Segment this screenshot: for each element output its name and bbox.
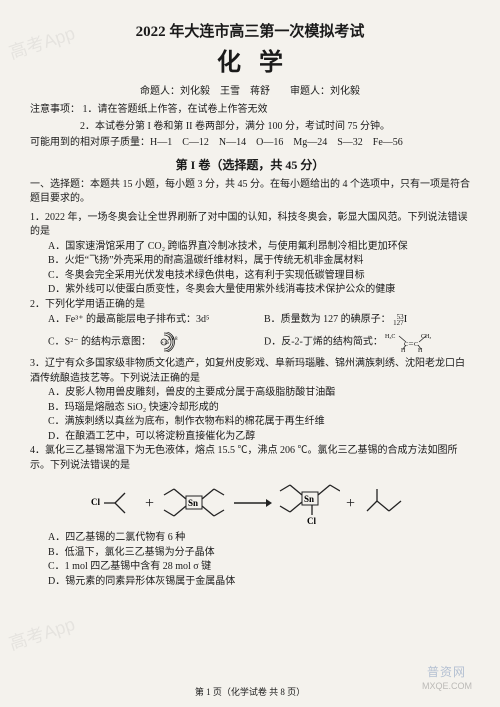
q3-optA: A．皮影人物用兽皮雕刻，兽皮的主要成分属于高级脂肪酸甘油酯 bbox=[30, 386, 470, 401]
author-line: 命题人：刘化毅 王雪 蒋舒 审题人：刘化毅 bbox=[30, 85, 470, 100]
svg-text:Sn: Sn bbox=[188, 498, 198, 508]
reaction-scheme: Cl + Sn Sn bbox=[30, 479, 470, 527]
q3-optC: C．满族刺绣以真丝为底布，制作衣物布料的棉花属于再生纤维 bbox=[30, 415, 470, 430]
reactant1-icon: Cl bbox=[89, 483, 139, 523]
svg-text:C＝C: C＝C bbox=[404, 342, 418, 348]
q3-stem: 3．辽宁有众多国家级非物质文化遗产，如复州皮影戏、阜新玛瑙雕、锦州满族刺绣、沈阳… bbox=[30, 357, 470, 386]
svg-text:Cl: Cl bbox=[91, 497, 100, 507]
product1-icon: Sn Cl bbox=[278, 479, 340, 527]
product2-icon bbox=[361, 483, 411, 523]
q1-optC: C．冬奥会完全采用光伏发电技术绿色供电，这有利于实现低碳管理目标 bbox=[30, 269, 470, 284]
q1-optB: B．火炬“飞扬”外壳采用的耐高温碳纤维材料，属于传统无机非金属材料 bbox=[30, 254, 470, 269]
plus-icon: + bbox=[145, 492, 154, 515]
exam-title: 2022 年大连市高三第一次模拟考试 bbox=[30, 22, 470, 44]
q2-stem: 2．下列化学用语正确的是 bbox=[30, 298, 470, 313]
q2-optD-text: D．反-2-丁烯的结构简式： bbox=[264, 337, 383, 348]
ghost-watermark-bottom: 高考App bbox=[6, 611, 79, 657]
q1-optA: A．国家速滑馆采用了 CO₂ 跨临界直冷制冰技术，与使用氟利昂制冷相比更加环保 bbox=[30, 240, 470, 255]
q3-optB: B．玛瑙是熔融态 SiO₂ 快速冷却形成的 bbox=[30, 401, 470, 416]
q2-optC-text: C．S²⁻ 的结构示意图： bbox=[48, 337, 151, 348]
page-footer: 第 1 页（化学试卷 共 8 页） bbox=[0, 686, 500, 699]
notice-label: 注意事项： bbox=[30, 104, 80, 115]
reactant2-icon: Sn bbox=[160, 481, 226, 525]
isotope-z: 127 bbox=[393, 320, 404, 326]
svg-text:8: 8 bbox=[175, 337, 178, 342]
svg-text:Cl: Cl bbox=[307, 516, 316, 526]
svg-text:H₃C: H₃C bbox=[385, 334, 395, 340]
isotope-icon: 53 127 bbox=[393, 314, 404, 327]
svg-text:Sn: Sn bbox=[304, 494, 314, 504]
q4-optD: D．锡元素的同素异形体灰锡属于金属晶体 bbox=[30, 575, 470, 590]
q2-row1: A．Fe³⁺ 的最高能层电子排布式：3d⁵ B．质量数为 127 的碘原子： 5… bbox=[30, 312, 470, 328]
q4-optB: B．低温下，氯化三乙基锡为分子晶体 bbox=[30, 546, 470, 561]
q2-optC: C．S²⁻ 的结构示意图： +16 2 8 8 bbox=[48, 332, 254, 352]
notice-2: 2．本试卷分第 I 卷和第 II 卷两部分，满分 100 分，考试时间 75 分… bbox=[30, 120, 470, 135]
butene-structure-icon: H₃C C＝C CH₃ H H bbox=[385, 330, 431, 354]
exam-page: 高考App 高考App 2022 年大连市高三第一次模拟考试 化学 命题人：刘化… bbox=[0, 0, 500, 707]
q4-stem: 4．氯化三乙基锡常温下为无色液体，熔点 15.5 ℃，沸点 206 ℃。氯化三乙… bbox=[30, 444, 470, 473]
q4-optC: C．1 mol 四乙基锡中含有 28 mol σ 键 bbox=[30, 560, 470, 575]
notice-1: 1．请在答题纸上作答，在试卷上作答无效 bbox=[83, 104, 268, 115]
q2-optD: D．反-2-丁烯的结构简式： H₃C C＝C CH₃ H H bbox=[264, 330, 470, 354]
atom-structure-icon: +16 2 8 8 bbox=[154, 332, 184, 352]
q4-optA: A．四乙基锡的二氯代物有 6 种 bbox=[30, 531, 470, 546]
question-intro: 一、选择题：本题共 15 小题，每小题 3 分，共 45 分。在每小题给出的 4… bbox=[30, 178, 470, 207]
atomic-masses: 可能用到的相对原子质量：H—1 C—12 N—14 O—16 Mg—24 S—3… bbox=[30, 136, 470, 151]
q2-optB-text: B．质量数为 127 的碘原子： bbox=[264, 314, 391, 325]
q1-stem: 1．2022 年，一场冬奥会让全世界刷新了对中国的认知，科技冬奥会，彰显大国风范… bbox=[30, 211, 470, 240]
svg-text:CH₃: CH₃ bbox=[421, 334, 431, 340]
q2-row2: C．S²⁻ 的结构示意图： +16 2 8 8 D．反-2-丁烯的结构简式： H… bbox=[30, 330, 470, 354]
watermark-brand: 普资网 bbox=[427, 664, 466, 681]
notice-block: 注意事项： 1．请在答题纸上作答，在试卷上作答无效 bbox=[30, 103, 470, 118]
q3-optD: D．在酿酒工艺中，可以将淀粉直接催化为乙醇 bbox=[30, 430, 470, 445]
isotope-element: I bbox=[404, 313, 408, 325]
q1-optD: D．紫外线可以使蛋白质变性，冬奥会大量使用紫外线消毒技术保护公众的健康 bbox=[30, 283, 470, 298]
q2-optA: A．Fe³⁺ 的最高能层电子排布式：3d⁵ bbox=[48, 313, 254, 328]
plus2-icon: + bbox=[346, 492, 355, 515]
arrow-icon bbox=[232, 497, 272, 509]
q2-optB: B．质量数为 127 的碘原子： 53 127 I bbox=[264, 312, 470, 328]
subject-title: 化学 bbox=[30, 46, 470, 81]
section-1-heading: 第 I 卷（选择题，共 45 分） bbox=[30, 157, 470, 174]
